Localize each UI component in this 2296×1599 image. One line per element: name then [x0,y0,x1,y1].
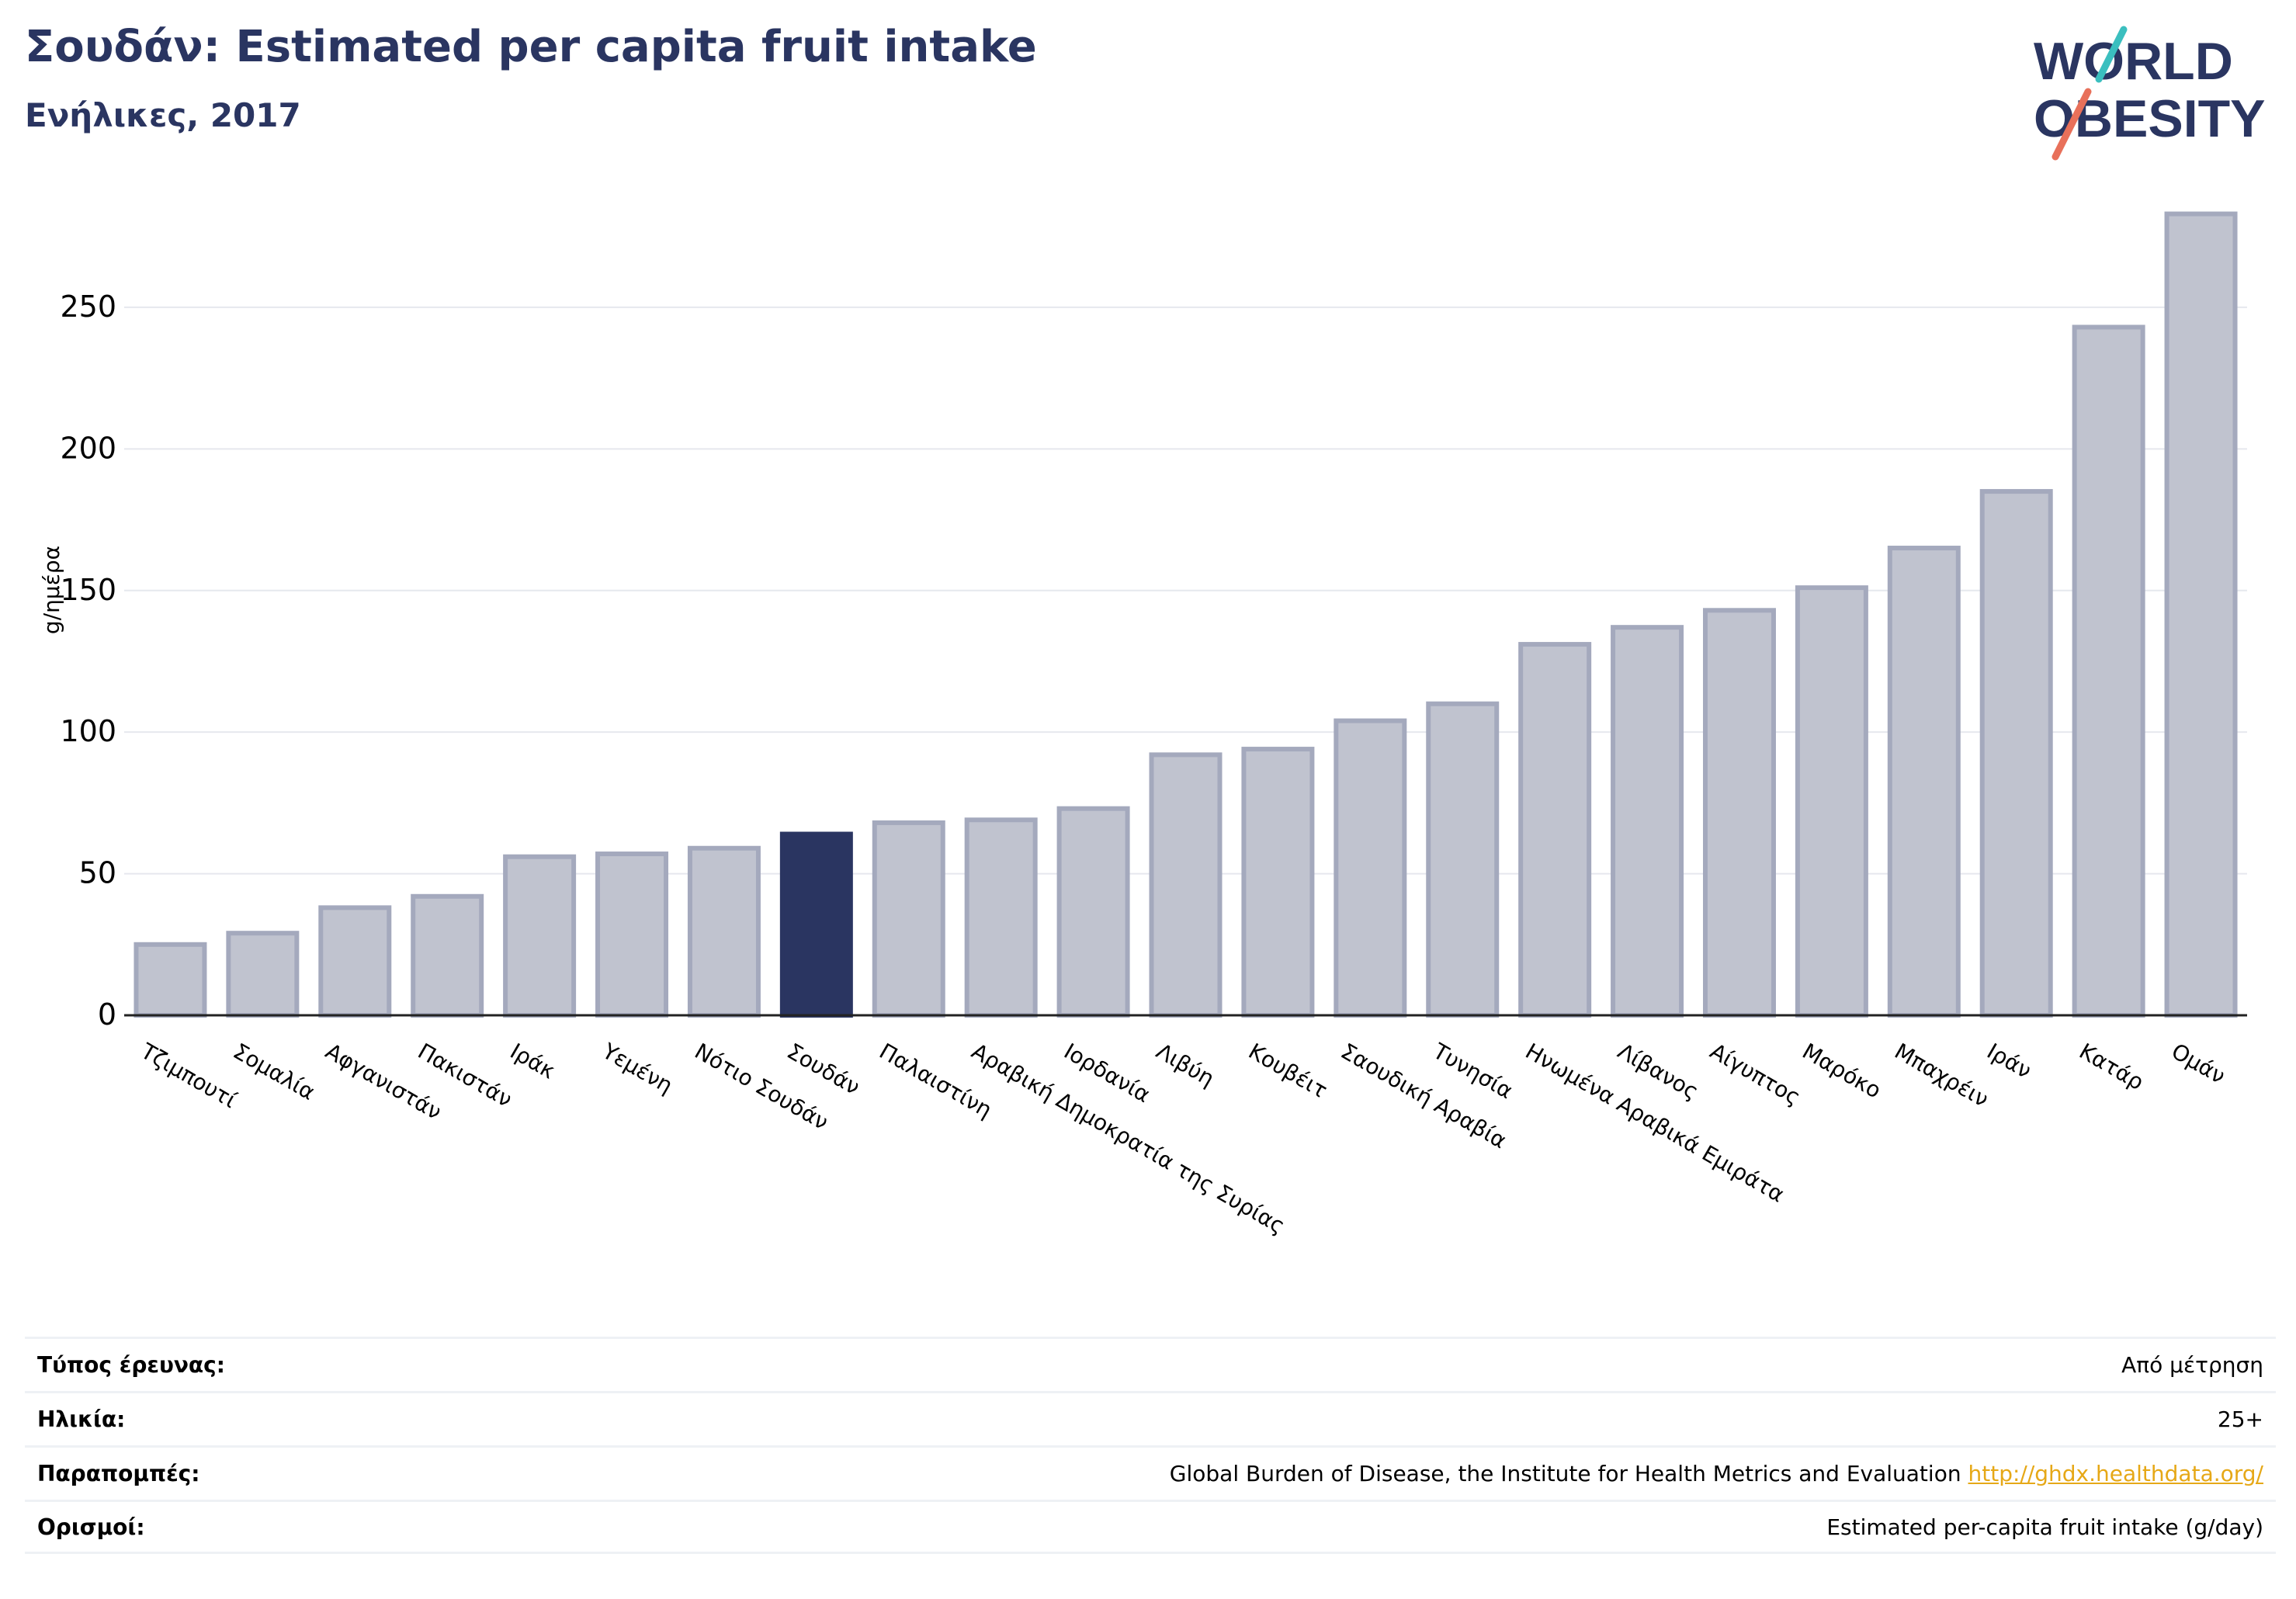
reference-text: Global Burden of Disease, the Institute … [1169,1461,1961,1486]
bar[interactable] [318,905,392,1018]
x-tick-label: Τζιμπουτί [136,1038,241,1113]
x-tick-label: Ιράκ [506,1038,560,1084]
bar[interactable] [1149,752,1223,1018]
x-tick-label: Κατάρ [2075,1038,2148,1095]
x-tick-label: Ομάν [2167,1038,2230,1089]
y-axis-label: g/ημέρα [39,546,64,634]
logo-slash-teal [2095,26,2128,83]
x-tick-label: Αραβική Δημοκρατία της Συρίας [967,1038,1289,1239]
bar[interactable] [595,852,669,1018]
meta-row-definitions: Ορισμοί: Estimated per-capita fruit inta… [25,1500,2276,1554]
y-tick-label: 100 [60,714,116,748]
y-tick-label: 200 [60,431,116,465]
x-tick-label: Αίγυπτος [1705,1038,1805,1110]
meta-value-with-link: Global Burden of Disease, the Institute … [1170,1461,2263,1486]
reference-link[interactable]: http://ghdx.healthdata.org/ [1968,1461,2263,1486]
bar[interactable] [1056,806,1130,1018]
bar[interactable] [226,931,300,1018]
bar[interactable] [872,820,945,1018]
bar[interactable] [411,893,484,1018]
bar[interactable] [1611,625,1684,1018]
bar[interactable] [1518,642,1592,1018]
x-tick-label: Σαουδική Αραβία [1337,1038,1511,1153]
x-tick-label: Μπαχρέιν [1890,1038,1993,1112]
logo-slash-coral [2051,88,2092,161]
meta-label: Ορισμοί: [37,1514,145,1540]
bar[interactable] [503,854,577,1018]
bar[interactable] [687,845,761,1018]
bar[interactable] [1795,585,1868,1018]
bar[interactable] [1241,747,1315,1018]
chart-title: Σουδάν: Estimated per capita fruit intak… [25,22,1037,72]
bar[interactable] [1334,718,1407,1018]
meta-row-survey-type: Τύπος έρευνας: Από μέτρηση [25,1337,2276,1391]
bar[interactable] [1979,489,2053,1018]
meta-value: Estimated per-capita fruit intake (g/day… [1826,1514,2263,1540]
bar[interactable] [134,942,207,1018]
bar[interactable] [1702,608,1776,1018]
metadata-table: Τύπος έρευνας: Από μέτρηση Ηλικία: 25+ Π… [25,1337,2276,1554]
meta-value: 25+ [2217,1406,2263,1432]
meta-label: Τύπος έρευνας: [37,1352,225,1378]
x-tick-label: Λιβύη [1152,1038,1219,1091]
y-axis-ticks: 0 50 100 150 200 250 [60,290,116,1032]
bar[interactable] [1887,546,1961,1018]
y-tick-label: 150 [60,573,116,607]
world-obesity-logo: WORLD OBESITY [2034,26,2266,161]
logo-line1: WORLD [2034,32,2233,91]
x-tick-label: Σομαλία [229,1038,320,1105]
bar[interactable] [2072,324,2145,1018]
meta-label: Ηλικία: [37,1406,126,1432]
bar[interactable] [779,831,853,1018]
meta-label: Παραπομπές: [37,1461,200,1486]
bar[interactable] [1426,701,1500,1018]
y-tick-label: 0 [98,997,116,1032]
bars [134,211,2238,1018]
y-tick-label: 250 [60,290,116,324]
x-tick-label: Κουβέιτ [1244,1038,1332,1103]
meta-value: Από μέτρηση [2121,1352,2263,1378]
meta-row-age: Ηλικία: 25+ [25,1391,2276,1445]
bar[interactable] [964,817,1038,1018]
x-tick-label: Υεμένη [598,1038,678,1098]
chart-subtitle: Ενήλικες, 2017 [25,96,301,134]
meta-row-references: Παραπομπές: Global Burden of Disease, th… [25,1445,2276,1500]
x-tick-label: Μαρόκο [1798,1038,1885,1103]
y-tick-label: 50 [79,856,116,890]
x-tick-label: Ιράν [1982,1038,2036,1084]
bar[interactable] [2164,211,2238,1018]
